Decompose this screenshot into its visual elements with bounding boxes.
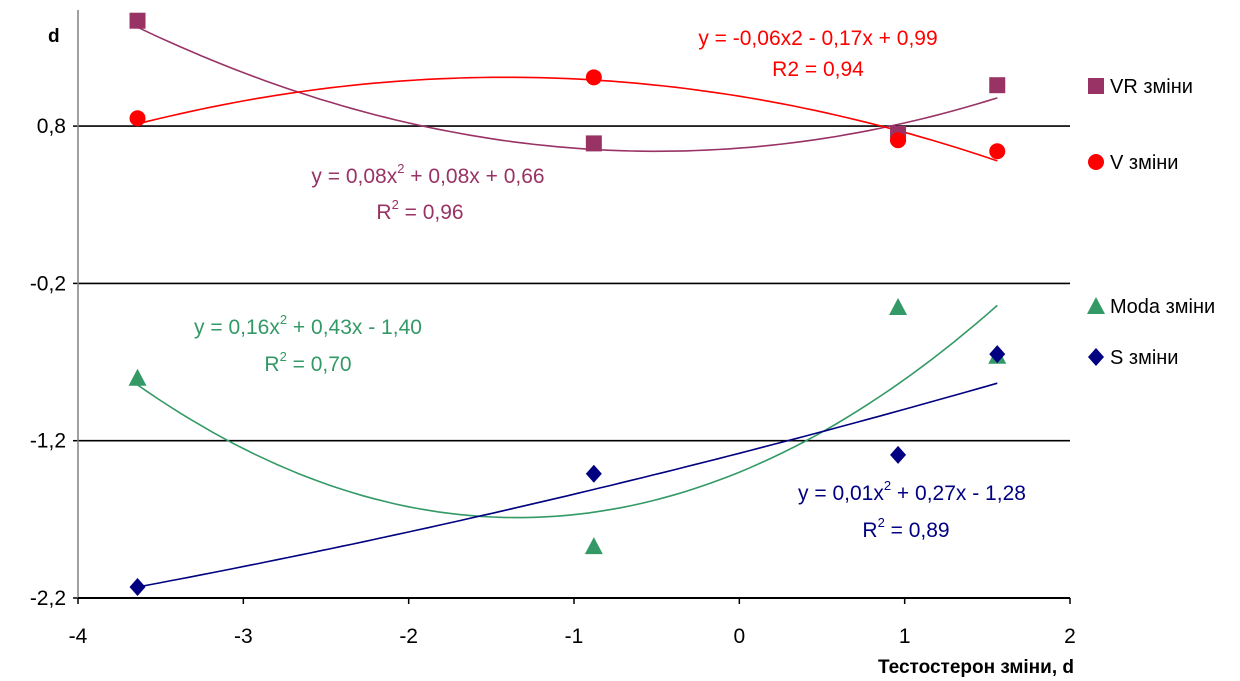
data-points	[128, 12, 1007, 596]
legend-marker	[1088, 348, 1104, 366]
trend-equation: y = -0,06x2 - 0,17x + 0,99	[698, 27, 937, 50]
trendlines	[137, 26, 998, 588]
legend-label: V зміни	[1110, 152, 1178, 174]
legend-label: S зміни	[1110, 347, 1178, 369]
trendline	[137, 382, 998, 588]
data-point	[585, 464, 602, 483]
legend-label: VR зміни	[1110, 76, 1193, 98]
legend-item: VR зміни	[1088, 76, 1193, 98]
data-point	[129, 12, 146, 29]
r-squared-label: R2 = 0,70	[264, 349, 351, 376]
legend-label: Moda зміни	[1110, 296, 1215, 318]
x-tick-label: -1	[565, 625, 584, 648]
legend: VR зміни V зміни Moda зміни S зміни	[1087, 76, 1215, 369]
equations: y = 0,08x2 + 0,08x + 0,66 R2 = 0,96 y = -0…	[194, 27, 1026, 542]
y-tick-label: -2,2	[30, 587, 66, 610]
legend-item: Moda зміни	[1087, 296, 1215, 318]
x-tick-label: 0	[733, 625, 745, 648]
trendline	[137, 26, 998, 153]
trend-equation: y = 0,08x2 + 0,08x + 0,66	[311, 161, 544, 188]
data-point	[129, 577, 146, 596]
tick-labels: 0,8 -0,2 -1,2 -2,2-4 -3 -2 -1 0 1 2	[30, 115, 1076, 648]
axes	[73, 10, 1071, 604]
y-tick-label: 0,8	[37, 115, 66, 138]
legend-marker	[1088, 154, 1104, 170]
data-point	[129, 110, 146, 127]
r-squared-label: R2 = 0,89	[862, 515, 949, 542]
trend-equation: y = 0,16x2 + 0,43x - 1,40	[194, 312, 422, 339]
x-tick-label: -2	[399, 625, 418, 648]
data-point	[585, 135, 602, 152]
x-tick-label: -3	[234, 625, 253, 648]
trend-equation: y = 0,01x2 + 0,27x - 1,28	[798, 478, 1026, 505]
y-tick-label: -0,2	[30, 272, 66, 295]
legend-marker	[1087, 297, 1105, 314]
x-axis-title: Тестостерон зміни, d	[878, 657, 1074, 678]
trendline	[137, 76, 998, 162]
x-tick-label: 1	[899, 625, 911, 648]
data-point	[889, 297, 908, 315]
trendline	[137, 304, 998, 519]
data-point	[989, 345, 1006, 364]
y-axis-title: d	[48, 26, 60, 47]
legend-item: V зміни	[1088, 152, 1178, 174]
data-point	[584, 537, 603, 555]
x-tick-label: -4	[69, 625, 88, 648]
data-point	[989, 77, 1006, 94]
x-tick-label: 2	[1064, 625, 1076, 648]
r-squared-label: R2 = 0,96	[376, 197, 463, 224]
data-point	[890, 445, 907, 464]
r-squared-label: R2 = 0,94	[772, 58, 864, 81]
data-point	[128, 368, 147, 386]
legend-item: S зміни	[1088, 347, 1178, 369]
legend-marker	[1088, 78, 1104, 94]
gridlines	[78, 125, 1070, 442]
data-point	[585, 69, 602, 86]
y-tick-label: -1,2	[30, 430, 66, 453]
data-point	[890, 132, 907, 149]
data-point	[989, 143, 1006, 160]
